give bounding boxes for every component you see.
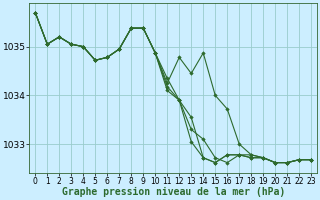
X-axis label: Graphe pression niveau de la mer (hPa): Graphe pression niveau de la mer (hPa): [62, 187, 285, 197]
